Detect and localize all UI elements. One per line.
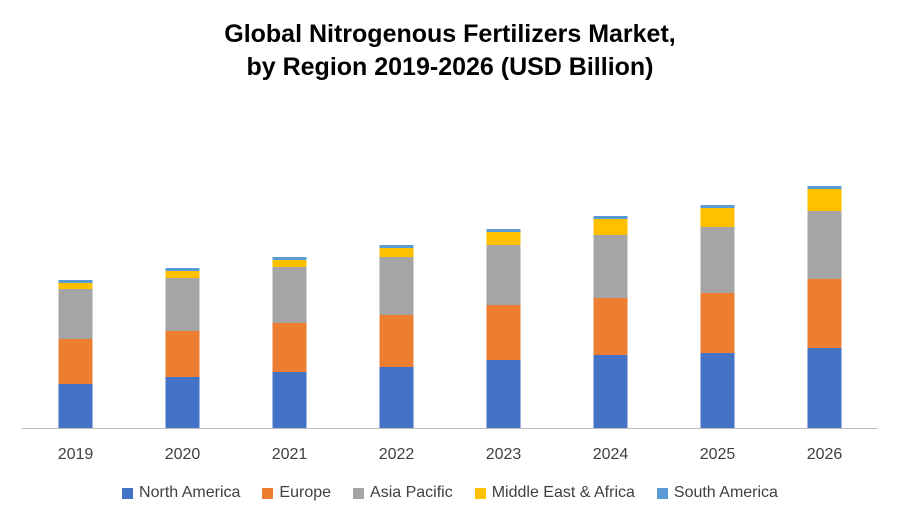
x-tick-label: 2020 [165,446,201,463]
x-tick-label: 2019 [58,446,94,463]
bar-segment-2019-europe [58,339,93,384]
bar-segment-2020-north-america [165,377,200,428]
legend-swatch [122,487,134,499]
legend-label: Middle East & Africa [491,484,635,501]
bar-segment-2020-europe [165,331,200,377]
bar-segment-2025-asia-pacific [700,227,735,293]
bar-segment-2020-middle-east-africa [165,271,200,278]
bar-segment-2025-south-america [700,205,735,208]
bar-segment-2022-europe [379,315,414,367]
bar-segment-2026-middle-east-africa [807,189,842,211]
x-tick-label: 2024 [593,446,629,463]
bar-segment-2025-north-america [700,353,735,428]
bar-segment-2022-middle-east-africa [379,248,414,257]
legend-label: Asia Pacific [370,484,453,501]
bar-segment-2019-south-america [58,280,93,283]
bar-segment-2022-asia-pacific [379,257,414,315]
x-tick-label: 2023 [486,446,522,463]
chart-legend: North America Europe Asia Pacific Middle Ea… [0,484,900,502]
bar-segment-2021-south-america [272,257,307,260]
bar-segment-2023-middle-east-africa [486,232,521,245]
x-tick-label: 2022 [379,446,415,463]
chart-title-line-1: Global Nitrogenous Fertilizers Market, [224,20,676,48]
legend-swatch [656,487,668,499]
bar-segment-2020-south-america [165,268,200,271]
bar-segment-2026-north-america [807,348,842,428]
legend-swatch [262,487,274,499]
bar-segment-2024-asia-pacific [593,235,628,298]
legend-item: North America [122,484,240,502]
bar-segment-2026-south-america [807,186,842,189]
legend-item: Middle East & Africa [474,484,635,502]
bar-segment-2026-asia-pacific [807,211,842,279]
bar-segment-2023-north-america [486,360,521,428]
bar-segment-2021-europe [272,323,307,372]
bar-segment-2019-north-america [58,384,93,428]
x-tick-label: 2021 [272,446,308,463]
bar-segment-2022-north-america [379,367,414,428]
bar-segment-2023-europe [486,305,521,360]
x-tick-label: 2026 [807,446,843,463]
legend-swatch [474,487,486,499]
bar-segment-2024-south-america [593,216,628,219]
bar-segment-2025-europe [700,293,735,353]
bar-segment-2023-south-america [486,229,521,232]
bar-segment-2023-asia-pacific [486,245,521,305]
bar-segment-2021-north-america [272,372,307,428]
bar-segment-2024-europe [593,298,628,355]
chart-title: Global Nitrogenous Fertilizers Market, b… [0,18,900,84]
bar-segment-2025-middle-east-africa [700,208,735,227]
bar-segment-2024-north-america [593,355,628,428]
bar-segment-2024-middle-east-africa [593,219,628,235]
chart-title-line-2: by Region 2019-2026 (USD Billion) [246,53,654,81]
bar-segment-2026-europe [807,279,842,348]
legend-label: South America [673,484,778,501]
bar-segment-2020-asia-pacific [165,278,200,331]
legend-swatch [353,487,365,499]
legend-item: South America [656,484,778,502]
bar-segment-2022-south-america [379,245,414,248]
legend-item: Europe [262,484,331,502]
legend-label: North America [139,484,241,501]
bar-segment-2019-middle-east-africa [58,283,93,289]
bar-segment-2019-asia-pacific [58,289,93,339]
legend-item: Asia Pacific [353,484,453,502]
legend-label: Europe [279,484,332,501]
bar-segment-2021-asia-pacific [272,267,307,323]
x-tick-label: 2025 [700,446,736,463]
bar-segment-2021-middle-east-africa [272,260,307,267]
